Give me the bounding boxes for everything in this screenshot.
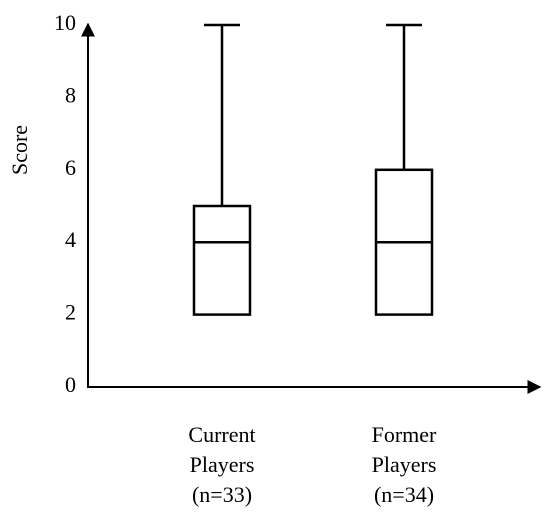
sample-size-label: (n=33)	[191, 482, 253, 507]
x-tick-label: Former Players	[371, 422, 437, 477]
y-tick-label: 10	[54, 10, 76, 35]
y-tick-label: 8	[65, 82, 76, 107]
y-tick-label: 4	[65, 227, 76, 252]
y-tick-label: 6	[65, 155, 76, 180]
box	[192, 204, 252, 316]
x-tick-label: Current Players	[188, 422, 256, 477]
y-axis-label: Score	[7, 125, 32, 175]
sample-size-label: (n=34)	[373, 482, 435, 507]
y-tick-label: 0	[65, 372, 76, 397]
y-tick-label: 2	[65, 300, 76, 325]
